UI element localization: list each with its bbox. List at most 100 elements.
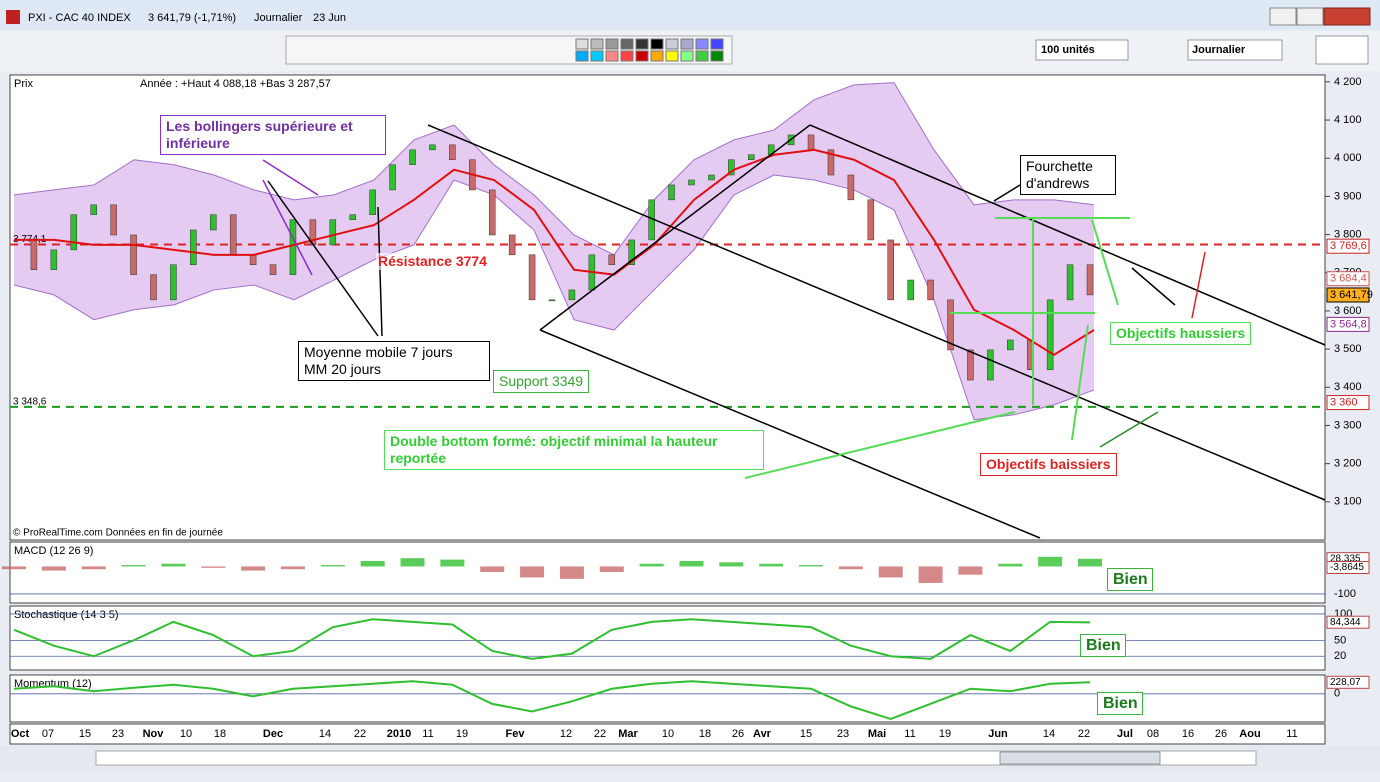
window-date: 23 Jun	[313, 12, 346, 24]
maximize-button[interactable]	[1296, 7, 1324, 26]
price-tag	[1326, 238, 1370, 254]
palette-swatch[interactable]	[710, 50, 724, 62]
x-tick-label: 12	[560, 728, 572, 740]
candle	[967, 349, 974, 381]
palette-swatch[interactable]	[605, 50, 619, 62]
histogram-bar	[440, 559, 465, 567]
scrollbar[interactable]	[95, 750, 1257, 766]
indicator-button[interactable]	[1315, 35, 1369, 65]
units-dropdown[interactable]	[1035, 39, 1129, 61]
close-button[interactable]	[1323, 7, 1371, 26]
candle	[608, 254, 616, 265]
palette-swatch[interactable]	[590, 38, 604, 50]
app-icon	[6, 10, 20, 24]
price-tag	[1326, 316, 1370, 332]
price-tag-label: 3 641,79	[1330, 289, 1373, 301]
y-tick-label: 3 600	[1334, 305, 1362, 317]
y-tick-label: 4 200	[1334, 76, 1362, 88]
arrow	[1131, 267, 1176, 306]
histogram-bar	[759, 563, 784, 567]
histogram-bar	[1038, 556, 1063, 567]
histogram-bar	[639, 563, 664, 567]
price-panel-title: Prix	[14, 78, 33, 90]
palette-swatch[interactable]	[575, 38, 589, 50]
candle	[807, 134, 815, 151]
x-tick-label: Fev	[506, 728, 526, 740]
value-tag-label: 28,335	[1330, 553, 1361, 564]
palette-swatch[interactable]	[605, 38, 619, 50]
price-tag-label: 3 684,4	[1330, 273, 1367, 285]
double-bottom-note: Double bottom formé: objectif minimal la…	[384, 430, 764, 470]
indicator-line	[13, 680, 1091, 721]
histogram-bar	[998, 563, 1023, 567]
x-tick-label: 22	[594, 728, 606, 740]
palette-swatch[interactable]	[620, 50, 634, 62]
palette-swatch[interactable]	[575, 50, 589, 62]
candle	[708, 174, 715, 181]
arrow	[993, 184, 1021, 202]
price-tag-label: 3 769,6	[1330, 240, 1367, 252]
price-tag-label: 3 564,8	[1330, 318, 1367, 330]
histogram-bar	[838, 566, 863, 570]
x-tick-label: 08	[1147, 728, 1159, 740]
palette-swatch[interactable]	[620, 38, 634, 50]
minimize-button[interactable]	[1269, 7, 1297, 26]
andrews-pitchfork	[267, 124, 1326, 539]
palette-swatch[interactable]	[635, 50, 649, 62]
palette-swatch[interactable]	[680, 38, 694, 50]
x-tick-label: Oct	[11, 728, 30, 740]
candle	[369, 189, 376, 215]
fork-line	[809, 124, 1326, 346]
palette-swatch[interactable]	[635, 38, 649, 50]
scroll-thumb[interactable]	[999, 751, 1161, 765]
palette-swatch[interactable]	[650, 50, 664, 62]
palette-swatch[interactable]	[680, 50, 694, 62]
y-tick-label: 3 400	[1334, 381, 1362, 393]
macd-panel	[9, 541, 1326, 604]
x-tick-label: 11	[422, 728, 433, 740]
histogram-bar	[480, 566, 505, 572]
palette-swatch[interactable]	[650, 38, 664, 50]
candle	[827, 149, 835, 176]
palette-swatch[interactable]	[695, 38, 709, 50]
candle	[1007, 339, 1014, 351]
y-tick-label: -100	[1334, 588, 1356, 600]
support-note: Support 3349	[493, 370, 590, 393]
window-quote: 3 641,79 (-1,71%)	[148, 12, 236, 24]
x-tick-label: 22	[1078, 728, 1090, 740]
period-dropdown[interactable]	[1187, 39, 1283, 61]
fork-line	[427, 124, 1326, 501]
histogram-bar	[2, 566, 26, 570]
x-tick-label: 26	[732, 728, 744, 740]
x-tick-label: Jul	[1117, 728, 1133, 740]
histogram-bar	[679, 560, 704, 567]
candle	[688, 179, 695, 186]
palette-swatch[interactable]	[710, 38, 724, 50]
palette-swatch[interactable]	[665, 38, 679, 50]
palette-swatch[interactable]	[590, 50, 604, 62]
candle	[30, 239, 38, 270]
x-tick-label: Dec	[263, 728, 283, 740]
palette-swatch[interactable]	[665, 50, 679, 62]
histogram-bar	[799, 565, 824, 567]
value-tag	[1326, 561, 1370, 575]
candle	[249, 254, 257, 265]
bollinger-note: Les bollingers supérieure et inférieure	[160, 115, 386, 155]
y-tick-label: 3 100	[1334, 496, 1362, 508]
palette-swatch[interactable]	[695, 50, 709, 62]
candle	[867, 199, 875, 241]
histogram-bar	[201, 566, 226, 568]
value-tag-label: 84,344	[1330, 617, 1361, 628]
arrow	[262, 159, 319, 196]
x-tick-label: 23	[112, 728, 124, 740]
arrow	[1099, 411, 1159, 448]
y-tick-label: 3 200	[1334, 458, 1362, 470]
candle	[1046, 299, 1054, 370]
candle	[907, 279, 914, 301]
x-tick-label: Jun	[988, 728, 1008, 740]
candle	[947, 299, 954, 351]
y-tick-label: 3 900	[1334, 190, 1362, 202]
x-tick-label: 26	[1215, 728, 1227, 740]
candle	[110, 204, 117, 236]
histogram-bar	[878, 566, 903, 578]
